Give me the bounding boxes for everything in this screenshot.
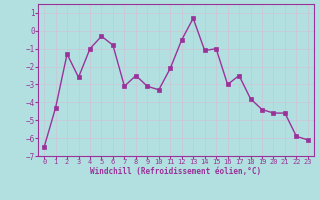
X-axis label: Windchill (Refroidissement éolien,°C): Windchill (Refroidissement éolien,°C) (91, 167, 261, 176)
